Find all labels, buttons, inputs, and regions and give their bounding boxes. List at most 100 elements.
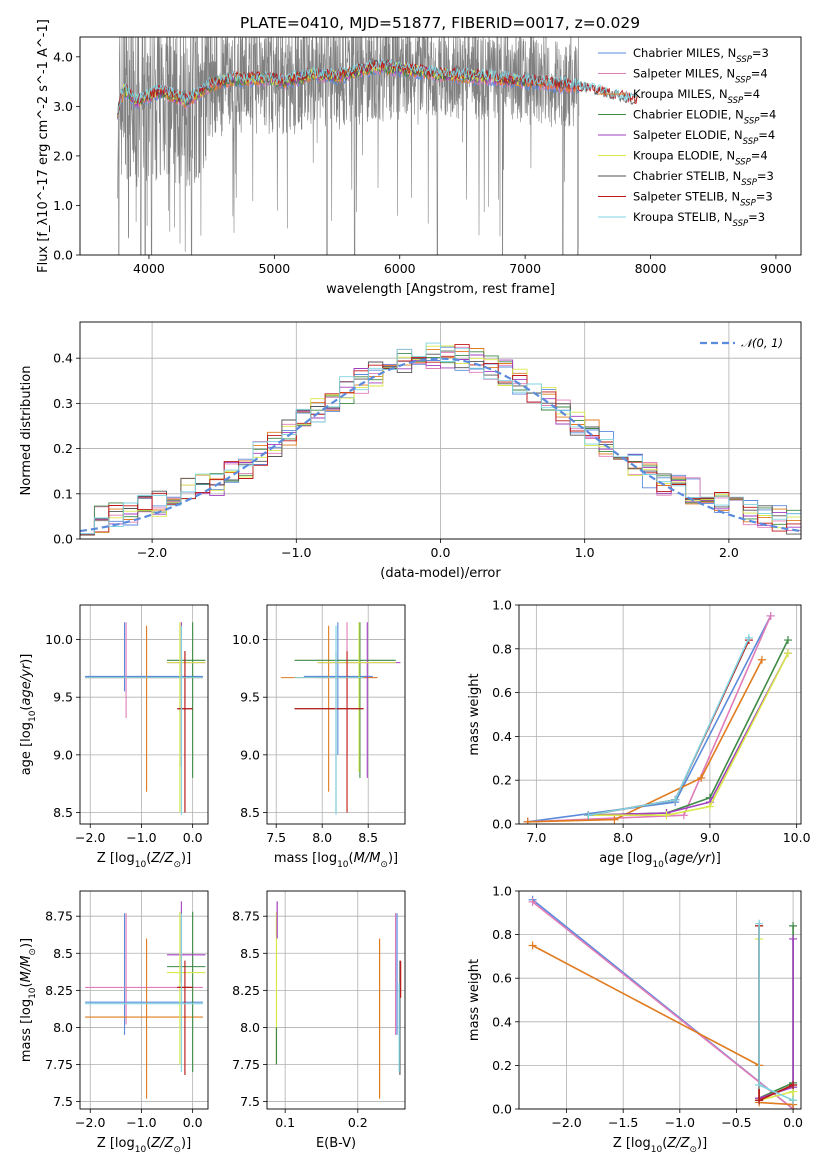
y-tick-label: 0.6	[492, 971, 512, 986]
label-part: )]	[388, 851, 398, 866]
y-tick-label: 0.1	[53, 486, 73, 501]
legend-text: Chabrier MILES, N	[633, 46, 736, 60]
series-marker-kroupa-stelib	[755, 1081, 764, 1090]
legend-sub: SSP	[733, 219, 749, 229]
legend-text: Salpeter ELODIE, N	[633, 128, 743, 142]
label-part: Z/Z	[666, 1136, 690, 1151]
series-line-chabrier-stelib	[588, 639, 750, 816]
mass_vs_Z-axes: −2.0 −1.0 0.07.57.758.08.258.58.75Z [log10…	[19, 890, 209, 1155]
axes-frame	[518, 890, 802, 1110]
x-tick-label: 7.0	[526, 830, 546, 845]
observed-spectrum-line	[117, 37, 580, 255]
y-tick-label: 7.5	[240, 1094, 260, 1109]
residuals-axes: −2.0 −1.0 0.0 1.0 2.0 0.0 0.1 0.2 0.3 0.4 (data-mo…	[19, 321, 802, 581]
mass-vs-ebv-plot-area	[275, 901, 402, 1099]
x-tick-label: 8.5	[358, 830, 378, 845]
label-part: M/M	[19, 956, 34, 983]
label-sub: ⊙	[380, 860, 388, 870]
y-axis-label: mass weight	[467, 959, 482, 1041]
x-tick-label: −2.0	[551, 1115, 581, 1130]
label-part: (	[146, 1136, 151, 1151]
label-part: (	[349, 851, 354, 866]
legend-sub: SSP	[743, 137, 759, 147]
y-tick-label: 1.0	[492, 598, 512, 613]
series-marker-kroupa-stelib	[789, 1096, 798, 1105]
legend-text: =4	[759, 108, 776, 122]
x-tick-label: −1.0	[126, 1115, 156, 1130]
normal-curve-line	[80, 357, 801, 533]
x-tick-label: 1.0	[575, 545, 595, 560]
y-tick-label: 10.0	[232, 632, 260, 647]
legend-text: =4	[743, 87, 760, 101]
y-tick-label: 10.0	[45, 632, 73, 647]
label-part: mass [log	[274, 851, 337, 866]
label-part: age [log	[599, 851, 652, 866]
x-tick-label: 0.0	[183, 1115, 203, 1130]
series-marker-salpeter-stelib	[789, 1081, 798, 1090]
series-marker-kroupa-elodie	[783, 649, 792, 658]
model-line-salpeter-stelib	[117, 59, 638, 115]
mass_weight_vs_age-axes: 7.0 8.0 9.0 10.0 0.0 0.2 0.4 0.6 0.8 1.0 age [log1…	[467, 598, 811, 871]
legend-entry-kroupa-stelib: Kroupa STELIB, NSSP=3	[633, 210, 765, 229]
label-sub: ⊙	[689, 1145, 697, 1155]
y-tick-label: 0.4	[492, 1014, 512, 1029]
series-marker-chabrier-elodie	[783, 636, 792, 645]
label-sub: 10	[652, 860, 664, 870]
y-tick-label: 8.25	[45, 983, 73, 998]
x-tick-label: 2.0	[719, 545, 739, 560]
y-axis-label: mass [log10(M/M⊙)]	[19, 938, 38, 1062]
y-tick-label: 0.0	[53, 532, 73, 547]
series-line-kroupa-stelib	[588, 637, 750, 816]
series-line-kroupa-elodie	[758, 939, 794, 1102]
x-axis-label: E(B-V)	[316, 1136, 356, 1151]
label-sub: ⊙	[173, 860, 181, 870]
legend-text: =3	[757, 169, 774, 183]
legend-sub: SSP	[744, 117, 760, 127]
legend-entry-salpeter-elodie: Salpeter ELODIE, NSSP=4	[633, 128, 775, 147]
label-part: Z/Z	[150, 1136, 174, 1151]
x-tick-label: 9.0	[700, 830, 720, 845]
series-marker-kroupa-stelib	[755, 919, 764, 928]
legend-entry-kroupa-elodie: Kroupa ELODIE, NSSP=4	[633, 149, 768, 168]
x-tick-label: 0.0	[783, 1115, 803, 1130]
x-tick-label: 8.0	[312, 830, 332, 845]
legend-sub: SSP	[741, 178, 757, 188]
x-axis-label: Z [log10(Z/Z⊙)]	[613, 1136, 707, 1155]
label-part: Z/Z	[150, 851, 174, 866]
y-tick-label: 8.0	[53, 1020, 73, 1035]
y-tick-label: 0.2	[53, 441, 73, 456]
spectrum-axes: 4000 5000 6000 7000 8000 9000 0.0 1.0 2.0 3.0 4.0 w…	[36, 19, 802, 297]
legend-entry-chabrier-stelib: Chabrier STELIB, NSSP=3	[633, 169, 774, 188]
y-tick-label: 7.75	[232, 1057, 260, 1072]
series-marker-kroupa-stelib	[744, 633, 753, 642]
y-tick-label: 7.75	[45, 1057, 73, 1072]
y-tick-label: 8.25	[232, 983, 260, 998]
axes-frame	[79, 321, 802, 540]
x-tick-label: 7000	[509, 261, 541, 276]
age_vs_Z-plot-area	[85, 622, 206, 815]
axes-frame	[266, 604, 406, 825]
label-part: )]	[711, 851, 721, 866]
series-marker-salpeter-miles	[766, 611, 775, 620]
series-line-salpeter-elodie	[758, 939, 794, 1101]
x-tick-label: 4000	[133, 261, 165, 276]
legend-text: =3	[748, 210, 765, 224]
x-tick-label: 8000	[635, 261, 667, 276]
y-tick-label: 0.0	[53, 248, 73, 263]
residuals-plot-area	[80, 342, 801, 536]
series-marker-salpeter-stelib	[755, 1096, 764, 1105]
residuals-legend: 𝒩(0, 1)	[700, 336, 783, 350]
x-tick-label: 0.0	[431, 545, 451, 560]
label-sub: 10	[135, 1145, 147, 1155]
label-part: age/yr	[669, 851, 712, 866]
legend-entry-kroupa-miles: Kroupa MILES, NSSP=4	[633, 87, 760, 106]
legend-sub: SSP	[735, 158, 751, 168]
x-axis-label: Z [log10(Z/Z⊙)]	[97, 1136, 191, 1155]
axes-frame	[518, 604, 802, 825]
axes-frame	[79, 36, 802, 256]
x-axis-label: (data-model)/error	[380, 566, 501, 581]
y-tick-label: 7.5	[53, 1094, 73, 1109]
legend-text: Kroupa MILES, N	[633, 87, 728, 101]
y-tick-label: 0.8	[492, 927, 512, 942]
